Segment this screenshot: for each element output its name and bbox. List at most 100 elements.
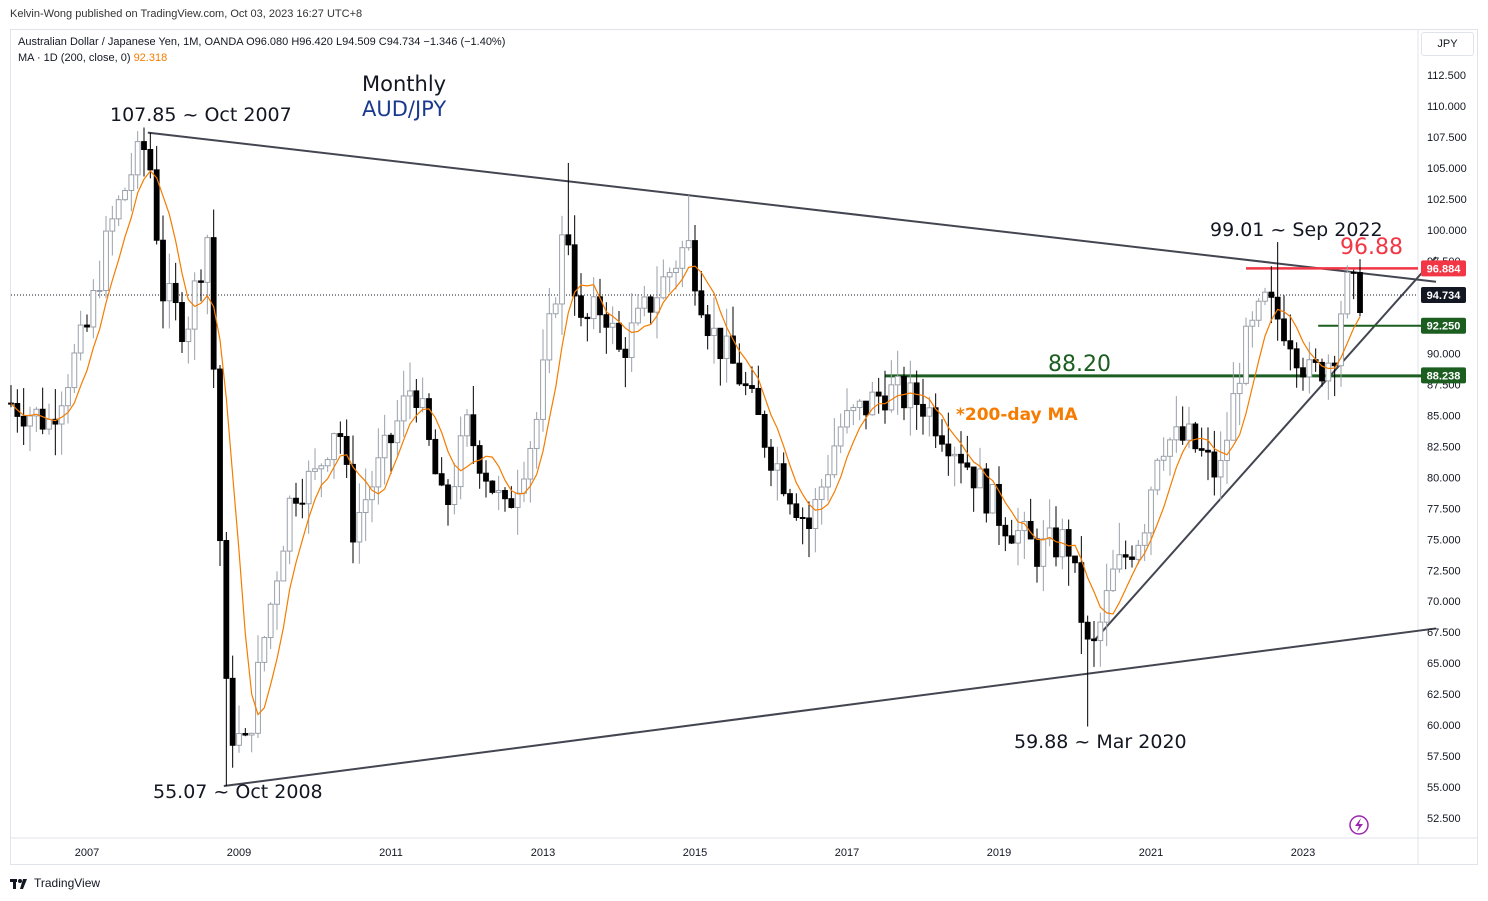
candle-body: [274, 580, 280, 605]
candle-body: [52, 418, 59, 425]
candle-body: [546, 313, 553, 361]
candle-body: [483, 472, 489, 482]
candle-body: [464, 414, 470, 437]
y-tick-label: 110.000: [1427, 101, 1466, 113]
candle-body: [1027, 521, 1034, 540]
candle-body: [825, 474, 831, 488]
footer[interactable]: TradingView: [10, 876, 100, 890]
candle-body: [185, 328, 192, 343]
candle-body: [77, 324, 84, 354]
candle-body: [495, 490, 502, 493]
candle-body: [1097, 621, 1104, 642]
candle-body: [356, 512, 363, 543]
currency-button[interactable]: JPY: [1421, 32, 1474, 56]
candle-body: [983, 468, 990, 514]
grid-lines: [11, 30, 1477, 865]
candle-body: [46, 418, 52, 430]
candle-body: [1249, 319, 1256, 327]
candle-body: [400, 395, 407, 422]
footer-brand: TradingView: [34, 876, 101, 890]
candle-body: [863, 400, 869, 416]
candle-body: [375, 457, 382, 488]
candle-body: [1192, 423, 1199, 450]
candle-body: [932, 407, 939, 437]
x-tick-label: 2011: [379, 847, 403, 859]
candle-body: [1167, 439, 1173, 457]
candle-body: [1141, 532, 1148, 546]
candle-body: [362, 499, 369, 514]
candle-body: [1002, 524, 1009, 537]
candle-body: [457, 435, 464, 488]
candle-body: [901, 375, 907, 409]
candle-body: [1268, 291, 1275, 298]
candle-body: [730, 335, 736, 364]
candle-body: [312, 468, 318, 472]
chart-title-monthly: Monthly: [362, 72, 447, 96]
candle-body: [559, 234, 565, 305]
price-label-box: [1421, 286, 1466, 303]
candle-body: [426, 398, 432, 440]
candle-body: [1262, 291, 1268, 302]
candle-body: [666, 272, 673, 278]
lightning-icon-bolt: [1355, 818, 1363, 832]
candle-body: [1319, 361, 1325, 382]
candle-body: [907, 382, 914, 409]
candle-body: [711, 327, 717, 337]
y-tick-label: 70.000: [1427, 596, 1461, 608]
candle-body: [774, 463, 781, 471]
candle-body: [27, 415, 33, 427]
y-tick-label: 105.000: [1427, 163, 1467, 175]
x-axis: 2007 2009 2011 2013 2015 2017 2019 2021 2023: [75, 847, 1315, 859]
candle-body: [780, 463, 787, 495]
y-tick-label: 102.500: [1427, 194, 1467, 206]
y-tick-label: 57.500: [1427, 751, 1461, 763]
candle-body: [964, 462, 971, 468]
price-label-text: 94.734: [1427, 290, 1462, 302]
candle-body: [989, 483, 996, 514]
price-labels: 96.884 94.734 92.250 88.238: [1421, 260, 1466, 384]
candle-body: [736, 362, 743, 385]
candle-body: [818, 486, 825, 500]
candle-body: [641, 296, 648, 309]
candle-body: [584, 316, 591, 320]
candle-body: [134, 141, 141, 176]
candle-body: [717, 327, 724, 360]
candle-body: [1040, 538, 1047, 567]
candle-body: [1179, 426, 1186, 441]
candle-body: [438, 473, 445, 486]
candle-body: [622, 348, 629, 358]
candle-body: [1325, 362, 1332, 382]
candle-body: [1110, 568, 1116, 592]
candle-body: [698, 290, 705, 316]
annotation-low-2008: 55.07 ~ Oct 2008: [153, 781, 323, 803]
candle-body: [299, 502, 306, 505]
candle-body: [502, 490, 508, 500]
price-label-text: 96.884: [1427, 263, 1462, 275]
x-tick-label: 2013: [531, 847, 555, 859]
candle-body: [236, 733, 242, 746]
candle-body: [261, 637, 268, 663]
x-tick-label: 2023: [1291, 847, 1315, 859]
candle-body: [869, 391, 876, 416]
candle-body: [318, 465, 325, 470]
candle-body: [1338, 313, 1344, 367]
candle-body: [413, 390, 420, 408]
x-tick-label: 2021: [1139, 847, 1163, 859]
candle-body: [793, 503, 800, 519]
candle-body: [1287, 340, 1294, 350]
candle-body: [812, 498, 819, 530]
price-label-box: [1421, 260, 1466, 277]
chart-title-symbol: AUD/JPY: [362, 97, 447, 121]
candle-body: [1160, 455, 1167, 461]
candle-body: [1091, 638, 1097, 642]
candle-body: [103, 230, 109, 291]
candle-body: [799, 517, 806, 520]
lightning-icon-ring: [1349, 815, 1369, 835]
candles: [8, 127, 1363, 787]
candle-body: [160, 239, 166, 302]
candle-body: [755, 387, 762, 415]
candle-body: [533, 418, 540, 449]
candle-body: [381, 434, 388, 459]
candle-body: [1274, 296, 1281, 320]
